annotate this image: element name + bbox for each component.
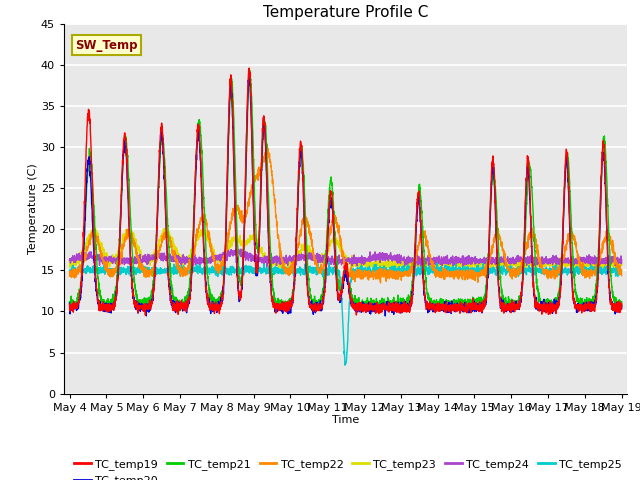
Text: SW_Temp: SW_Temp — [76, 39, 138, 52]
Title: Temperature Profile C: Temperature Profile C — [263, 5, 428, 20]
Legend: TC_temp19, TC_temp20, TC_temp21, TC_temp22, TC_temp23, TC_temp24, TC_temp25: TC_temp19, TC_temp20, TC_temp21, TC_temp… — [70, 455, 627, 480]
X-axis label: Time: Time — [332, 415, 359, 425]
Y-axis label: Temperature (C): Temperature (C) — [28, 163, 38, 254]
